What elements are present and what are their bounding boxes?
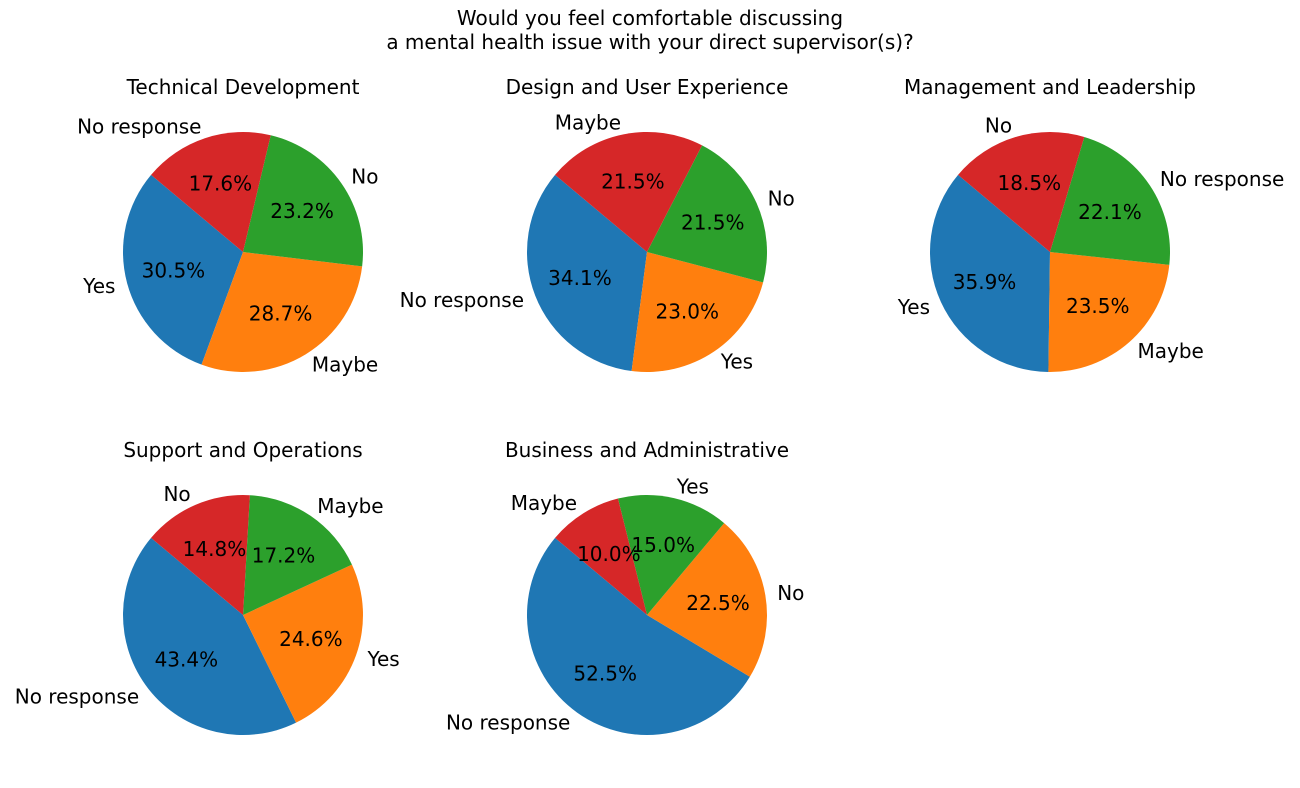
pie-slice-maybe	[201, 252, 363, 373]
slice-percent-label: 22.1%	[1078, 200, 1142, 224]
slice-category-label: No response	[77, 115, 201, 139]
chart-title: Support and Operations	[123, 438, 362, 462]
slice-percent-label: 22.5%	[686, 591, 750, 615]
slice-category-label: No response	[1160, 167, 1284, 191]
pie-slice-yes	[929, 174, 1050, 372]
slice-category-label: No	[777, 581, 804, 605]
pie-chart-4: Support and Operations 43.4% No response 24…	[15, 438, 400, 735]
slice-category-label: No response	[400, 288, 524, 312]
pie-slice-yes	[243, 564, 363, 723]
pie-slice-maybe	[555, 498, 647, 615]
slice-percent-label: 30.5%	[142, 259, 206, 283]
slice-percent-label: 21.5%	[681, 211, 745, 235]
slice-category-label: Maybe	[555, 111, 621, 135]
pie-slice-no-response	[1050, 137, 1171, 265]
pie-chart-3: Management and Leadership 35.9% Yes 23.5% Ma…	[897, 75, 1284, 373]
slice-category-label: No	[768, 186, 795, 210]
pie-slice-no	[243, 135, 364, 267]
chart-title: Design and User Experience	[506, 75, 789, 99]
slice-category-label: No response	[15, 684, 139, 708]
pie-slice-maybe	[1048, 252, 1170, 373]
slice-category-label: Yes	[720, 349, 753, 373]
slice-percent-label: 18.5%	[998, 171, 1062, 195]
slice-percent-label: 17.2%	[252, 543, 316, 567]
slice-category-label: No	[163, 482, 190, 506]
figure-title-line-1: Would you feel comfortable discussing	[456, 6, 844, 30]
slice-percent-label: 15.0%	[631, 533, 695, 557]
pie-slice-yes	[122, 174, 243, 365]
slice-percent-label: 28.7%	[249, 301, 313, 325]
slice-percent-label: 14.8%	[183, 537, 247, 561]
pie-slice-yes	[631, 252, 764, 372]
pie-chart-1: Technical Development 30.5% Yes 28.7% Maybe 2…	[77, 75, 378, 377]
slice-percent-label: 17.6%	[189, 172, 253, 196]
slice-category-label: Maybe	[511, 491, 577, 515]
figure-title: Would you feel comfortable discussing a …	[0, 6, 1300, 54]
slice-percent-label: 10.0%	[577, 542, 641, 566]
slice-category-label: Yes	[897, 295, 930, 319]
pie-slice-no-response	[123, 537, 297, 735]
pie-chart-2: Design and User Experience 34.1% No respon…	[400, 75, 795, 373]
pie-slice-no-response	[526, 537, 750, 736]
slice-category-label: No	[351, 165, 378, 189]
pie-slice-maybe	[243, 495, 352, 615]
slice-category-label: Maybe	[312, 353, 378, 377]
slice-percent-label: 43.4%	[155, 647, 219, 671]
pie-chart-5: Business and Administrative 52.5%No respo…	[446, 438, 804, 736]
slice-category-label: No	[985, 114, 1012, 138]
slice-percent-label: 23.5%	[1066, 294, 1130, 318]
pie-slice-no	[958, 131, 1085, 252]
chart-title: Management and Leadership	[904, 75, 1196, 99]
chart-title: Technical Development	[126, 75, 360, 99]
pie-slice-maybe	[555, 132, 703, 252]
slice-category-label: Yes	[676, 474, 709, 498]
chart-title: Business and Administrative	[505, 438, 789, 462]
slice-percent-label: 23.0%	[655, 300, 719, 324]
slice-percent-label: 35.9%	[953, 270, 1017, 294]
slice-category-label: Yes	[82, 274, 115, 298]
pie-slice-no	[647, 145, 767, 283]
slice-percent-label: 52.5%	[573, 662, 637, 686]
slice-category-label: Maybe	[317, 494, 383, 518]
figure-title-line-2: a mental health issue with your direct s…	[386, 30, 914, 54]
pie-slice-no	[151, 495, 250, 615]
slice-percent-label: 34.1%	[548, 266, 612, 290]
slice-percent-label: 23.2%	[270, 199, 334, 223]
pie-slice-no-response	[151, 132, 271, 252]
pie-slice-yes	[617, 494, 725, 615]
slice-category-label: Maybe	[1138, 339, 1204, 363]
slice-category-label: Yes	[366, 647, 399, 671]
slice-category-label: No response	[446, 710, 570, 734]
pie-slice-no-response	[526, 174, 647, 372]
slice-percent-label: 24.6%	[279, 627, 343, 651]
pie-slice-no	[647, 523, 767, 677]
slice-percent-label: 21.5%	[601, 169, 665, 193]
